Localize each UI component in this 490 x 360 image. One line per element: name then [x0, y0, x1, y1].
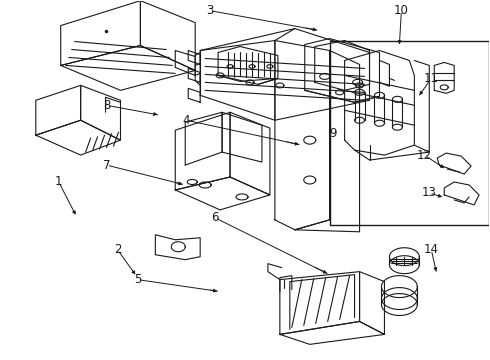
Text: 9: 9: [329, 127, 337, 140]
Text: 2: 2: [114, 243, 121, 256]
Text: 11: 11: [424, 72, 439, 85]
Text: 6: 6: [211, 211, 219, 224]
Text: 14: 14: [424, 243, 439, 256]
Text: 4: 4: [182, 114, 190, 127]
Text: 13: 13: [422, 186, 437, 199]
Text: 10: 10: [394, 4, 409, 17]
Text: 7: 7: [103, 158, 110, 172]
Text: 5: 5: [134, 273, 141, 286]
Text: 3: 3: [206, 4, 214, 17]
Text: 12: 12: [417, 149, 432, 162]
Text: 1: 1: [55, 175, 62, 189]
Text: 8: 8: [103, 99, 110, 112]
